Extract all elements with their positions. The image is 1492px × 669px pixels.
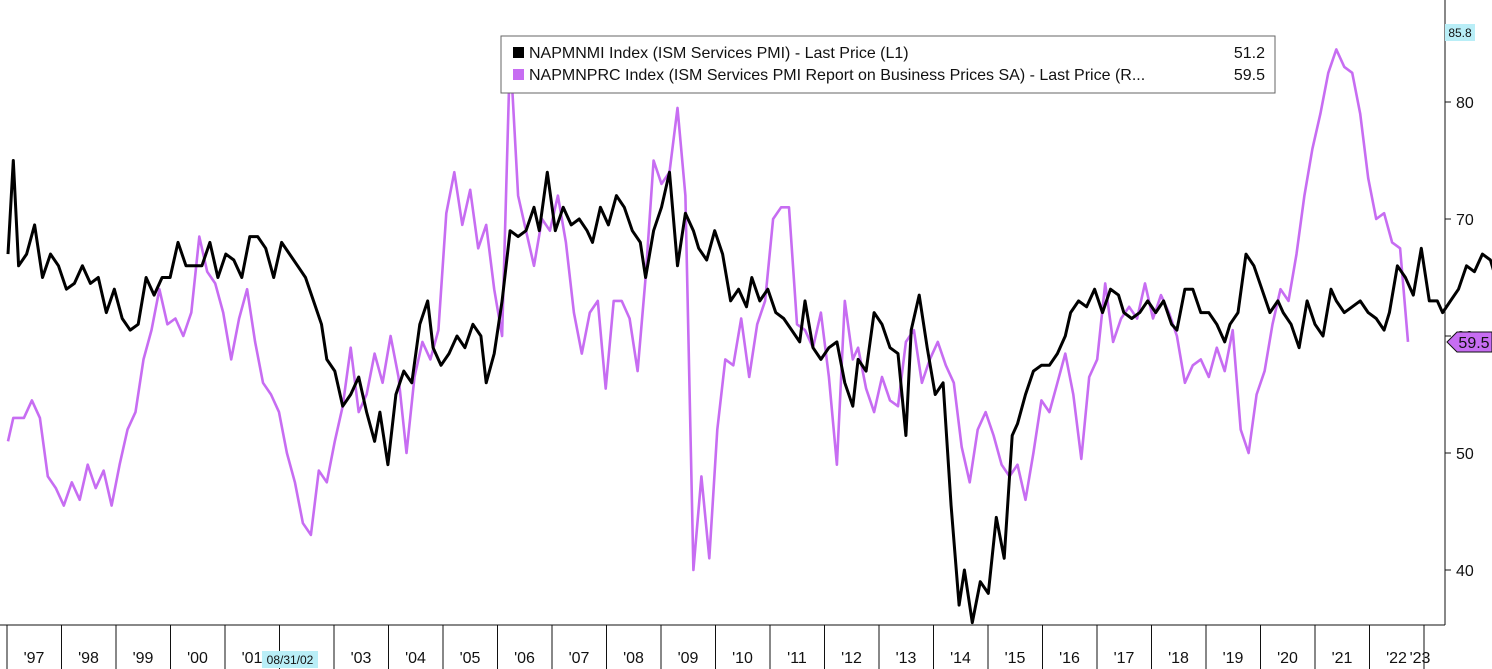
x-tick-label: '10 xyxy=(732,650,753,667)
series-line-pmi xyxy=(6,159,1492,625)
x-tick-label: '22 xyxy=(1386,650,1407,667)
series-layer xyxy=(6,48,1492,625)
last-value-label: 59.5 xyxy=(1458,335,1489,352)
last-value-badge xyxy=(1446,331,1492,353)
x-tick-label: '03 xyxy=(351,650,372,667)
x-tick-label: '01 xyxy=(242,650,263,667)
y-max-marker: 85.8 xyxy=(1445,24,1475,41)
y-tick-label: 70 xyxy=(1456,212,1474,229)
x-tick-label: '17 xyxy=(1114,650,1135,667)
legend-label-prices: NAPMNPRC Index (ISM Services PMI Report … xyxy=(529,67,1145,84)
legend-value-prices: 59.5 xyxy=(1234,67,1265,84)
x-tick-label: '00 xyxy=(187,650,208,667)
x-tick-label: '12 xyxy=(841,650,862,667)
y-max-label: 85.8 xyxy=(1448,26,1472,40)
legend-value-pmi: 51.2 xyxy=(1234,45,1265,62)
x-tick-label: '20 xyxy=(1277,650,1298,667)
cursor-date-marker: 08/31/02 xyxy=(262,651,318,668)
last-value-marker: 59.5 xyxy=(1446,331,1492,353)
x-tick-label: '11 xyxy=(787,650,807,667)
legend-label-pmi: NAPMNMI Index (ISM Services PMI) - Last … xyxy=(529,45,909,62)
x-tick-label: '16 xyxy=(1059,650,1080,667)
x-tick-label: '18 xyxy=(1168,650,1189,667)
legend-box xyxy=(500,35,1276,94)
y-tick-label: 80 xyxy=(1456,95,1474,112)
cursor-date-label: 08/31/02 xyxy=(267,653,314,667)
x-tick-label: '19 xyxy=(1223,650,1244,667)
x-tick-label: '98 xyxy=(78,650,99,667)
x-tick-label: '05 xyxy=(460,650,481,667)
x-tick-label: '99 xyxy=(133,650,154,667)
x-tick-label: '97 xyxy=(24,650,45,667)
plot-area xyxy=(0,0,1445,625)
y-tick-label: 40 xyxy=(1456,563,1474,580)
x-tick-label: '23 xyxy=(1410,650,1431,667)
y-max-badge xyxy=(1445,24,1475,41)
x-tick-label: '06 xyxy=(514,650,535,667)
x-tick-label: '14 xyxy=(950,650,971,667)
x-tick-label: '15 xyxy=(1005,650,1026,667)
x-tick-label: '09 xyxy=(678,650,699,667)
x-axis: '97'98'99'00'01'02'03'04'05'06'07'08'09'… xyxy=(0,624,1445,669)
x-tick-label: '13 xyxy=(896,650,917,667)
x-tick-label: '08 xyxy=(623,650,644,667)
x-tick-label: '21 xyxy=(1332,650,1353,667)
x-tick-label: '07 xyxy=(569,650,590,667)
cursor-date-badge xyxy=(262,651,318,668)
legend-swatch-prices xyxy=(513,69,524,80)
y-tick-label: 50 xyxy=(1456,446,1474,463)
x-tick-label: '04 xyxy=(405,650,426,667)
legend-swatch-pmi xyxy=(513,47,524,58)
legend: NAPMNMI Index (ISM Services PMI) - Last … xyxy=(500,35,1276,94)
